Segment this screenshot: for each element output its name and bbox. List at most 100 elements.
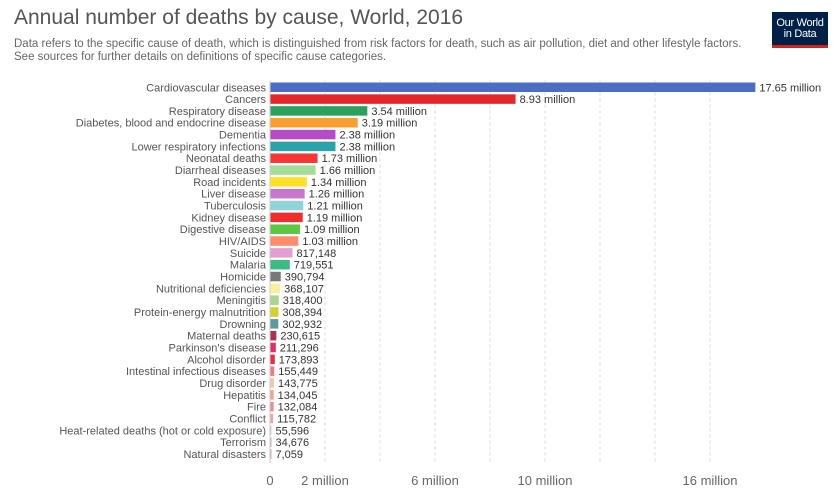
category-label: Heat-related deaths (hot or cold exposur… xyxy=(59,425,266,437)
category-label: Meningitis xyxy=(216,295,266,307)
category-label: Suicide xyxy=(230,248,266,260)
value-label: 817,148 xyxy=(296,248,336,260)
category-label: Drowning xyxy=(220,319,266,331)
value-label: 390,794 xyxy=(285,272,325,284)
gridlines xyxy=(324,80,711,464)
category-label: Diarrheal diseases xyxy=(175,165,267,177)
category-label: Lower respiratory infections xyxy=(131,141,266,153)
bar[interactable] xyxy=(270,283,281,294)
category-label: Parkinson's disease xyxy=(169,343,267,355)
bar[interactable] xyxy=(270,437,272,447)
bar[interactable] xyxy=(270,188,305,199)
value-label: 230,615 xyxy=(280,331,320,343)
category-label: Protein-energy malnutrition xyxy=(134,307,266,319)
value-label: 302,932 xyxy=(282,319,322,331)
bar[interactable] xyxy=(270,354,275,365)
category-label: Conflict xyxy=(229,413,266,425)
chart-subtitle: Data refers to the specific cause of dea… xyxy=(14,38,742,63)
bars xyxy=(270,82,756,459)
value-label: 173,893 xyxy=(279,354,319,366)
category-label: Road incidents xyxy=(193,177,266,189)
bar[interactable] xyxy=(270,129,336,140)
bar[interactable] xyxy=(270,401,274,412)
value-label: 115,782 xyxy=(277,413,316,425)
bar[interactable] xyxy=(270,425,272,436)
value-label: 34,676 xyxy=(276,437,310,449)
value-label: 1.73 million xyxy=(322,153,378,165)
bar[interactable] xyxy=(270,307,279,317)
bar[interactable] xyxy=(270,259,290,270)
value-label: 143,775 xyxy=(278,378,318,390)
value-label: 1.09 million xyxy=(304,224,360,236)
bar[interactable] xyxy=(270,117,358,128)
chart-title: Annual number of deaths by cause, World,… xyxy=(14,6,464,29)
bar[interactable] xyxy=(270,94,516,104)
bar[interactable] xyxy=(270,153,318,163)
bar[interactable] xyxy=(270,449,272,459)
value-label: 1.21 million xyxy=(307,201,363,213)
value-label: 308,394 xyxy=(282,307,322,319)
category-label: Neonatal deaths xyxy=(186,153,267,165)
bar[interactable] xyxy=(270,248,293,258)
value-label: 8.93 million xyxy=(520,94,576,106)
value-label: 3.54 million xyxy=(371,106,427,118)
category-label: Tuberculosis xyxy=(204,201,266,213)
logo-line-2: in Data xyxy=(783,28,817,40)
x-tick-label: 10 million xyxy=(518,473,573,488)
bar[interactable] xyxy=(270,82,756,93)
value-label: 1.19 million xyxy=(307,212,363,224)
value-label: 134,045 xyxy=(278,390,318,402)
bar[interactable] xyxy=(270,378,274,388)
value-label: 1.34 million xyxy=(311,177,367,189)
x-tick-label: 2 million xyxy=(301,473,349,488)
bar[interactable] xyxy=(270,366,275,376)
value-label: 3.19 million xyxy=(362,118,418,130)
x-axis: 0 2 million 6 million 10 million 16 million xyxy=(266,80,737,488)
value-label: 7,059 xyxy=(276,449,304,461)
bar[interactable] xyxy=(270,236,299,246)
category-label: Natural disasters xyxy=(183,449,266,461)
bar[interactable] xyxy=(270,177,307,187)
category-label: Kidney disease xyxy=(191,212,266,224)
x-tick-label: 6 million xyxy=(411,473,459,488)
x-tick-label: 0 xyxy=(266,473,273,488)
bar[interactable] xyxy=(270,141,336,152)
bar[interactable] xyxy=(270,319,279,329)
category-label: Homicide xyxy=(220,272,266,284)
value-label: 17.65 million xyxy=(759,82,821,94)
value-label: 1.66 million xyxy=(320,165,376,177)
category-label: Diabetes, blood and endocrine disease xyxy=(76,118,266,130)
category-label: Hepatitis xyxy=(223,390,266,402)
category-label: Cardiovascular diseases xyxy=(146,82,266,94)
value-label: 2.38 million xyxy=(339,141,395,153)
bar[interactable] xyxy=(270,200,304,211)
category-label: Cancers xyxy=(225,94,266,106)
owid-logo[interactable]: Our World in Data xyxy=(772,12,828,48)
bar[interactable] xyxy=(270,413,274,424)
bar[interactable] xyxy=(270,342,276,353)
category-label: Malaria xyxy=(230,260,267,272)
bar[interactable] xyxy=(270,295,279,305)
category-label: Nutritional deficiencies xyxy=(156,283,267,295)
bar[interactable] xyxy=(270,224,300,234)
category-label: Maternal deaths xyxy=(187,331,266,343)
category-label: Fire xyxy=(247,402,266,414)
bar[interactable] xyxy=(270,330,277,341)
bar[interactable] xyxy=(270,212,303,223)
category-label: Alcohol disorder xyxy=(187,354,266,366)
category-label: Terrorism xyxy=(220,437,266,449)
bar[interactable] xyxy=(270,165,316,175)
value-label: 132,084 xyxy=(278,402,318,414)
bar[interactable] xyxy=(270,271,281,282)
logo-line-1: Our World xyxy=(776,17,824,29)
bar[interactable] xyxy=(270,106,368,116)
category-label: Liver disease xyxy=(201,189,266,201)
category-label: Respiratory disease xyxy=(169,106,266,118)
value-label: 155,449 xyxy=(278,366,318,378)
category-label: Dementia xyxy=(219,130,267,142)
value-label: 368,107 xyxy=(284,283,324,295)
value-label: 1.03 million xyxy=(302,236,358,248)
value-label: 1.26 million xyxy=(309,189,365,201)
bar[interactable] xyxy=(270,390,274,400)
